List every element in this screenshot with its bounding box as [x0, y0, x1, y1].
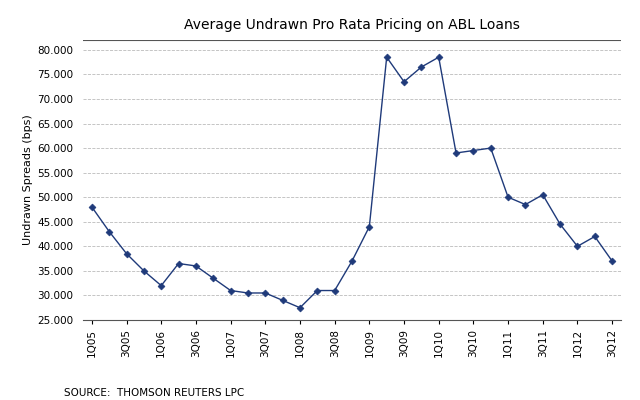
Text: SOURCE:  THOMSON REUTERS LPC: SOURCE: THOMSON REUTERS LPC — [64, 388, 244, 398]
Title: Average Undrawn Pro Rata Pricing on ABL Loans: Average Undrawn Pro Rata Pricing on ABL … — [184, 18, 520, 32]
Y-axis label: Undrawn Spreads (bps): Undrawn Spreads (bps) — [23, 115, 33, 245]
